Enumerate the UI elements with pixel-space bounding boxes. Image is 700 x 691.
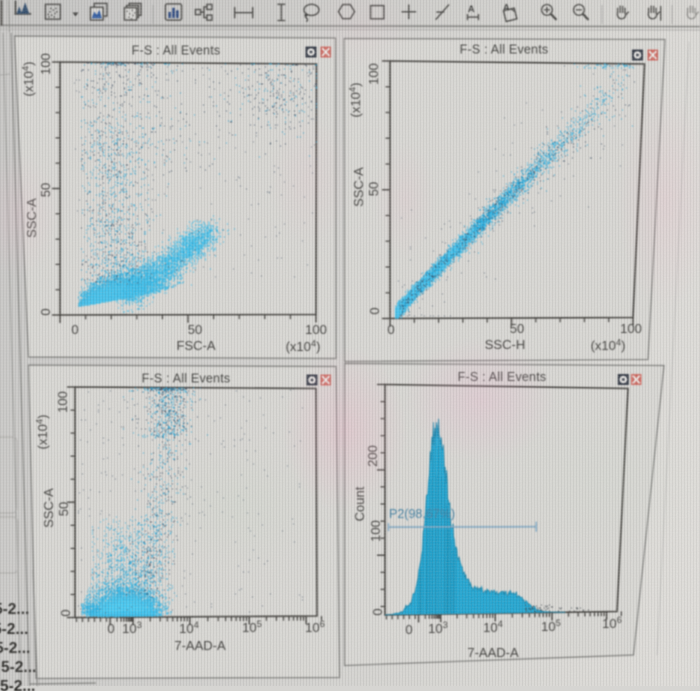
svg-text:SSC-A: SSC-A [24, 198, 39, 238]
svg-text:F-S : All Events: F-S : All Events [142, 372, 231, 386]
svg-text:5-2...: 5-2... [1, 659, 36, 676]
svg-text:SSC-A: SSC-A [351, 167, 366, 207]
svg-text:50: 50 [366, 182, 381, 196]
svg-text:50: 50 [188, 322, 202, 337]
svg-text:100: 100 [55, 391, 70, 413]
svg-text:(x104): (x104) [346, 83, 363, 118]
svg-text:50: 50 [38, 183, 53, 197]
svg-text:P2(98.67%): P2(98.67%) [389, 507, 455, 521]
svg-text:0: 0 [38, 308, 53, 315]
svg-text:0: 0 [71, 322, 78, 337]
svg-text:5-2...: 5-2... [0, 678, 35, 691]
svg-text:50: 50 [510, 321, 524, 336]
svg-text:100: 100 [620, 321, 642, 336]
svg-text:200: 200 [365, 445, 380, 467]
svg-text:(x104): (x104) [286, 337, 321, 354]
svg-text:0: 0 [387, 322, 394, 337]
svg-text:50: 50 [56, 502, 71, 516]
svg-text:0: 0 [370, 608, 385, 615]
svg-text:(x104): (x104) [33, 415, 50, 450]
svg-text:0: 0 [58, 609, 73, 616]
svg-text:5-2...: 5-2... [0, 621, 28, 638]
svg-text:Count: Count [352, 486, 367, 521]
svg-text:100: 100 [366, 63, 381, 85]
svg-text:7-AAD-A: 7-AAD-A [467, 645, 519, 660]
svg-text:100: 100 [38, 53, 53, 75]
svg-text:5-2...: 5-2... [0, 640, 30, 657]
svg-text:F-S : All Events: F-S : All Events [460, 43, 549, 57]
svg-text:0: 0 [367, 307, 382, 314]
svg-text:0: 0 [107, 621, 114, 636]
svg-text:FSC-A: FSC-A [177, 338, 216, 353]
svg-text:0: 0 [405, 622, 412, 637]
svg-text:F-S : All Events: F-S : All Events [132, 44, 221, 58]
svg-text:F-S : All Events: F-S : All Events [458, 370, 547, 384]
svg-text:5-2...: 5-2... [0, 601, 29, 618]
svg-text:SSC-A: SSC-A [41, 488, 56, 528]
svg-text:100: 100 [305, 322, 327, 337]
svg-text:A: A [468, 4, 475, 14]
svg-text:(x104): (x104) [591, 336, 626, 353]
svg-text:SSC-H: SSC-H [485, 337, 525, 352]
svg-text:100: 100 [368, 520, 383, 542]
svg-text:7-AAD-A: 7-AAD-A [174, 638, 226, 653]
svg-text:(x104): (x104) [19, 62, 36, 97]
